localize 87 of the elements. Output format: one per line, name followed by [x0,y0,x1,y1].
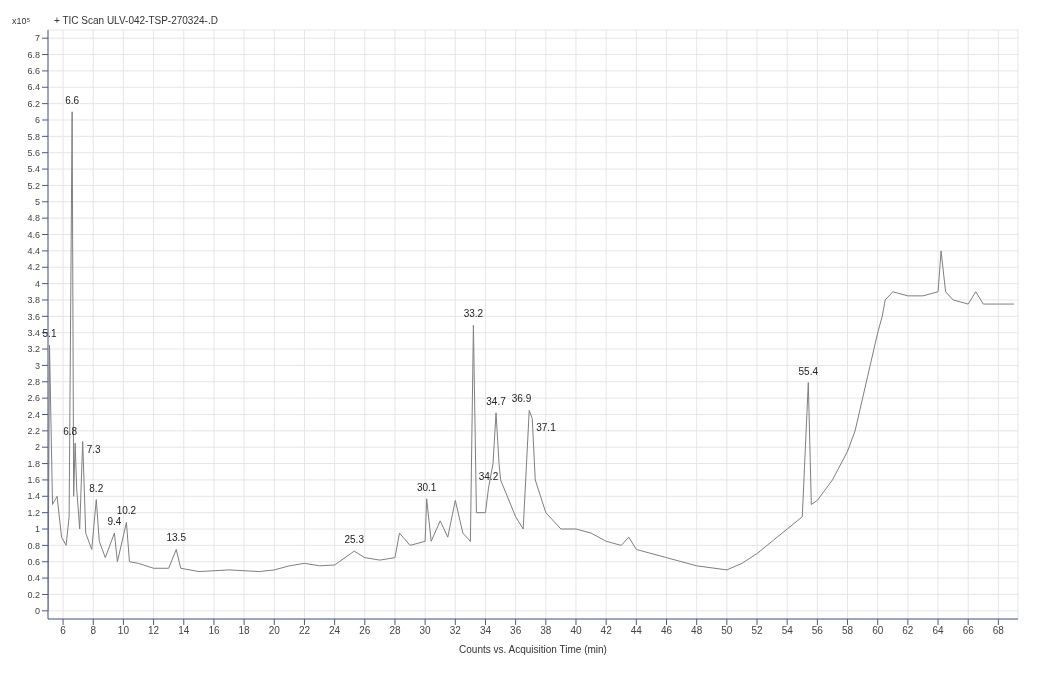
annotation: 55.4 [798,365,819,377]
x-tick-label: 64 [932,625,945,637]
y-tick-label: 0.2 [27,589,40,600]
x-tick-label: 10 [117,625,130,637]
x-tick-label: 32 [449,625,462,637]
y-tick-label: 1 [34,524,40,535]
annotation: 8.2 [89,482,104,494]
y-tick-label: 5 [34,196,40,207]
x-tick-label: 42 [600,625,613,637]
y-tick-label: 0.6 [27,556,40,567]
x-tick-label: 58 [841,625,854,637]
x-tick-label: 6 [60,625,67,637]
y-tick-label: 6.6 [27,66,40,77]
y-tick-label: 2.4 [27,409,40,420]
y-tick-label: 0 [34,606,40,617]
annotation: 34.2 [478,471,499,483]
x-tick-label: 8 [90,625,97,637]
x-tick-label: 44 [630,625,643,637]
x-tick-label: 18 [238,625,251,637]
x-tick-label: 48 [691,625,703,637]
y-tick-label: 6.8 [27,49,40,60]
y-tick-label: 5.2 [27,180,40,191]
y-tick-label: 0.8 [27,540,40,551]
y-tick-label: 3.4 [27,327,40,338]
annotation: 25.3 [344,534,365,546]
x-tick-label: 38 [540,625,552,637]
annotation: 33.2 [463,308,484,320]
x-tick-label: 56 [811,625,824,637]
annotation: 30.1 [416,481,437,493]
x-tick-label: 60 [872,625,884,637]
x-tick-label: 16 [208,625,220,637]
y-tick-label: 6.4 [27,82,40,93]
y-tick-label: 1.6 [27,475,40,486]
y-tick-label: 1.4 [27,491,40,502]
x-tick-label: 46 [660,625,673,637]
x-tick-label: 20 [268,625,281,637]
x-tick-label: 22 [298,625,311,637]
x-axis-title: Counts vs. Acquisition Time (min) [459,644,607,655]
y-tick-label: 1.8 [27,458,40,469]
annotation: 6.6 [65,94,80,106]
x-tick-label: 12 [148,625,160,637]
chart-title: + TIC Scan ULV-042-TSP-270324-.D [54,15,218,26]
x-tick-label: 62 [902,625,914,637]
y-tick-label: 3.6 [27,311,40,322]
y-tick-label: 1.2 [27,507,40,518]
y-tick-label: 4.4 [27,246,40,257]
annotation: 37.1 [536,421,557,433]
y-tick-label: 2 [34,442,40,453]
x-tick-label: 40 [570,625,582,637]
y-tick-label: 2.8 [27,376,40,387]
x-tick-label: 30 [419,625,432,637]
annotation: 9.4 [107,516,122,528]
x-tick-label: 68 [992,625,1005,637]
x-tick-label: 14 [178,625,190,637]
y-tick-label: 0.4 [27,573,40,584]
annotation: 5.1 [42,327,57,339]
y-tick-label: 3.2 [27,344,40,355]
annotation: 34.7 [486,395,507,407]
x-tick-label: 28 [389,625,401,637]
annotation: 10.2 [116,505,137,517]
y-tick-label: 4.2 [27,262,40,273]
y-tick-label: 2.2 [27,426,40,437]
y-tick-label: 2.6 [27,393,40,404]
y-tick-label: 4 [34,278,40,289]
x-tick-label: 24 [329,625,341,637]
x-tick-label: 34 [479,625,492,637]
annotation: 6.8 [63,426,78,438]
x-tick-label: 36 [510,625,522,637]
y-tick-label: 3 [34,360,40,371]
x-tick-label: 26 [359,625,371,637]
y-tick-label: 4.6 [27,229,40,240]
annotation: 13.5 [166,532,187,544]
y-tick-label: 6 [34,115,40,126]
y-tick-label: 4.8 [27,213,40,224]
y-tick-label: 6.2 [27,98,40,109]
y-tick-label: 7 [34,33,40,44]
y-tick-label: 5.8 [27,131,40,142]
x-tick-label: 50 [721,625,733,637]
annotation: 36.9 [511,393,532,405]
y-axis-title: x10⁵ [12,16,31,26]
x-tick-label: 54 [781,625,794,637]
x-tick-label: 66 [962,625,975,637]
y-tick-label: 3.8 [27,295,40,306]
annotation: 7.3 [86,444,102,456]
y-tick-label: 5.4 [27,164,40,175]
y-tick-label: 5.6 [27,147,40,158]
x-tick-label: 52 [751,625,764,637]
